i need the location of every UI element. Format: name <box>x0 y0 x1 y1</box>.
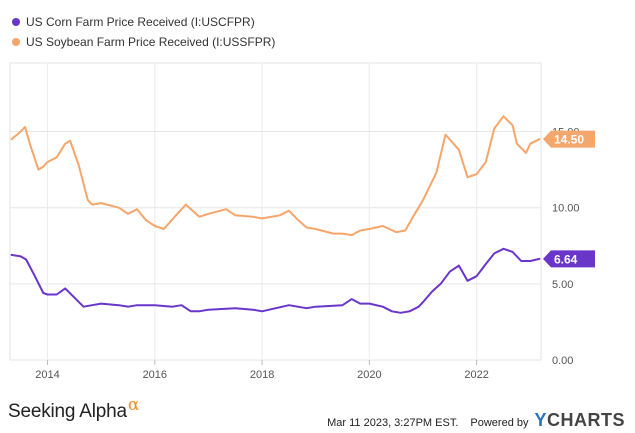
last-value-label: 6.64 <box>554 252 578 266</box>
powered-by-label: Powered by <box>470 417 529 429</box>
ycharts-logo-text: CHARTS <box>547 410 625 430</box>
timestamp: Mar 11 2023, 3:27PM EST. <box>327 417 459 429</box>
alpha-symbol: α <box>127 395 140 415</box>
legend-item-corn[interactable]: US Corn Farm Price Received (I:USCFPR) <box>12 12 275 32</box>
x-tick-label: 2022 <box>464 369 488 381</box>
series-line-0 <box>10 247 541 314</box>
x-tick-label: 2016 <box>143 369 167 381</box>
brand-name: Seeking Alpha <box>8 401 127 422</box>
legend: US Corn Farm Price Received (I:USCFPR) U… <box>12 12 275 52</box>
seeking-alpha-logo: Seeking Alphaα <box>8 395 139 423</box>
ycharts-logo: YCHARTS <box>534 410 625 431</box>
series-line-1 <box>10 115 541 237</box>
legend-item-soybean[interactable]: US Soybean Farm Price Received (I:USSFPR… <box>12 32 275 52</box>
plot-frame <box>9 62 542 361</box>
x-tick-label: 2020 <box>357 369 381 381</box>
legend-marker-corn <box>12 18 20 26</box>
legend-marker-soybean <box>12 38 20 46</box>
x-tick-label: 2018 <box>250 369 274 381</box>
last-value-flag <box>543 130 595 148</box>
last-value-label: 14.50 <box>554 133 584 147</box>
last-value-flag <box>543 250 595 268</box>
ycharts-logo-y: Y <box>534 410 547 430</box>
footer-attribution: Mar 11 2023, 3:27PM EST. Powered by YCHA… <box>327 410 625 431</box>
y-tick-label: 10.00 <box>552 203 580 215</box>
legend-label-soybean: US Soybean Farm Price Received (I:USSFPR… <box>26 35 276 49</box>
y-tick-label: 0.00 <box>552 355 573 367</box>
y-tick-label: 5.00 <box>552 279 573 291</box>
legend-label-corn: US Corn Farm Price Received (I:USCFPR) <box>26 15 255 29</box>
x-tick-label: 2014 <box>35 369 59 381</box>
